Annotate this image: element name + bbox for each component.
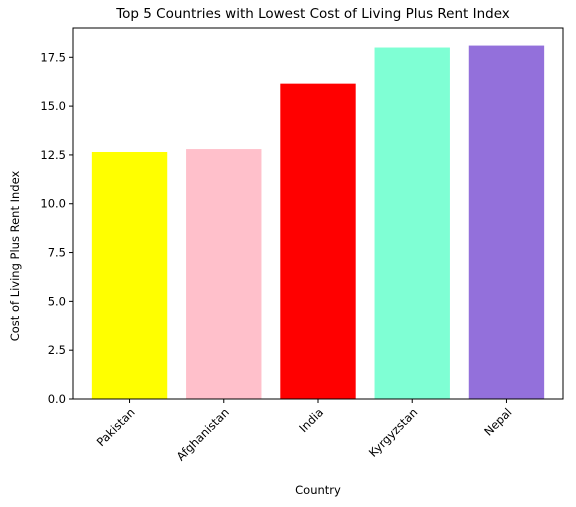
bar-afghanistan: [186, 149, 262, 399]
y-tick-label: 5.0: [48, 294, 66, 308]
chart-title: Top 5 Countries with Lowest Cost of Livi…: [115, 6, 510, 22]
y-tick-label: 17.5: [40, 50, 66, 64]
bar-kyrgyzstan: [374, 47, 450, 400]
y-tick-label: 2.5: [48, 343, 66, 357]
y-tick-label: 12.5: [40, 148, 66, 162]
x-tick-label: Afghanistan: [174, 405, 232, 463]
y-tick-label: 0.0: [48, 392, 66, 406]
x-tick-label: Pakistan: [94, 405, 138, 449]
bar-pakistan: [91, 151, 168, 399]
y-tick-label: 10.0: [40, 197, 66, 211]
y-tick-label: 15.0: [40, 99, 66, 113]
x-tick-label: India: [296, 405, 326, 435]
bars-group: [91, 45, 545, 400]
y-axis-label: Cost of Living Plus Rent Index: [8, 171, 22, 342]
bar-india: [280, 83, 356, 400]
y-tick-label: 7.5: [48, 246, 66, 260]
plot-frame: [72, 27, 564, 400]
x-axis-label: Country: [295, 483, 341, 497]
bar-nepal: [468, 45, 545, 400]
x-tick-label: Nepal: [481, 405, 514, 438]
x-tick-label: Kyrgyzstan: [366, 405, 420, 459]
x-axis: Pakistan Afghanistan India Kyrgyzstan Nepal: [94, 399, 515, 464]
y-axis: 0.0 2.5 5.0 7.5 10.0 12.5 15.0 17.5: [40, 50, 73, 406]
